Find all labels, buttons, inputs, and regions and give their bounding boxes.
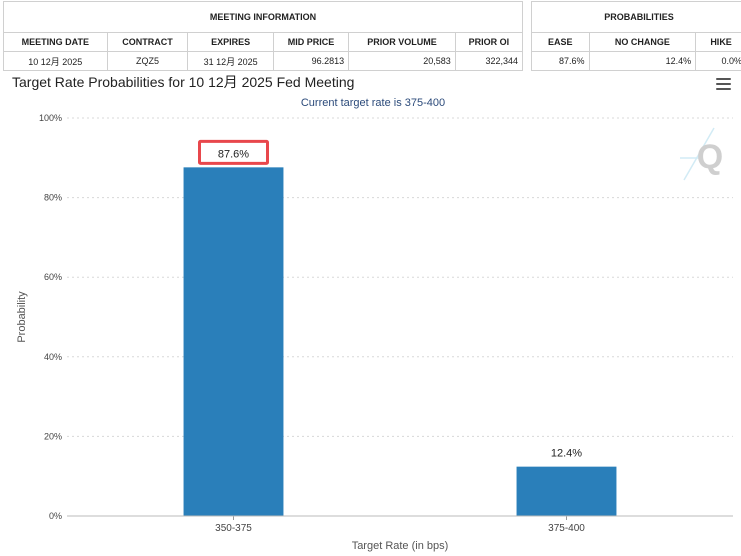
- x-axis-ticks: 350-375 375-400: [215, 516, 585, 534]
- y-axis-ticks: 0% 20% 40% 60% 80% 100%: [39, 113, 62, 521]
- bars: [183, 167, 617, 517]
- chart-subtitle: Current target rate is 375-400: [301, 97, 445, 109]
- y-tick-label: 60%: [44, 272, 62, 282]
- svg-text:Q: Q: [697, 138, 723, 176]
- cell-prior-volume: 20,583: [348, 51, 456, 71]
- hamburger-menu-icon[interactable]: [716, 78, 731, 90]
- y-tick-label: 100%: [39, 113, 62, 123]
- data-labels: 87.6% 12.4%: [198, 139, 582, 460]
- data-label: 87.6%: [218, 148, 249, 160]
- bar-350-375[interactable]: [183, 167, 284, 517]
- y-tick-label: 20%: [44, 431, 62, 441]
- y-tick-label: 0%: [49, 511, 62, 521]
- cell-expires: 31 12月 2025: [187, 51, 274, 71]
- bar-375-400[interactable]: [516, 466, 617, 516]
- grid-lines: [67, 117, 733, 437]
- y-tick-label: 40%: [44, 352, 62, 362]
- data-label: 12.4%: [551, 448, 582, 460]
- chart-title: Target Rate Probabilities for 10 12月 202…: [12, 74, 355, 90]
- cell-mid-price: 96.2813: [272, 51, 350, 71]
- q-logo-icon: Q: [680, 127, 723, 181]
- highlight-box: [198, 139, 269, 165]
- x-axis-title: Target Rate (in bps): [352, 540, 449, 552]
- probabilities-table: PROBABILITIES EASE NO CHANGE HIKE 87.6% …: [531, 1, 741, 71]
- x-tick-label: 350-375: [215, 523, 252, 534]
- cell-ease: 87.6%: [531, 51, 590, 71]
- y-axis-title: Probability: [16, 291, 28, 343]
- cell-contract: ZQZ5: [106, 51, 189, 71]
- cell-hike: 0.0%: [695, 51, 741, 71]
- cell-prior-oi: 322,344: [454, 51, 524, 71]
- meeting-information-table: MEETING INFORMATION MEETING DATE CONTRAC…: [3, 1, 524, 71]
- y-tick-label: 80%: [44, 193, 62, 203]
- x-tick-label: 375-400: [548, 523, 585, 534]
- cell-no-change: 12.4%: [588, 51, 697, 71]
